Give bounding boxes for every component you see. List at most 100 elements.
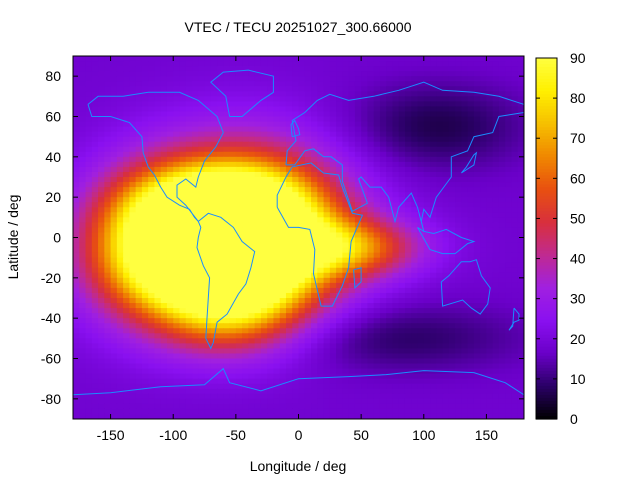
heatmap-cell	[404, 298, 412, 304]
heatmap-cell	[298, 333, 306, 339]
heatmap-cell	[329, 197, 337, 203]
heatmap-cell	[348, 298, 356, 304]
heatmap-cell	[336, 358, 343, 365]
heatmap-cell	[361, 106, 368, 113]
heatmap-cell	[229, 81, 237, 87]
heatmap-cell	[442, 343, 450, 350]
heatmap-cell	[179, 343, 187, 350]
heatmap-cell	[204, 182, 212, 188]
heatmap-cell	[480, 242, 488, 249]
heatmap-cell	[179, 111, 187, 118]
heatmap-cell	[273, 323, 281, 329]
heatmap-cell	[517, 56, 524, 62]
heatmap-cell	[192, 192, 199, 198]
heatmap-cell	[348, 197, 356, 203]
heatmap-cell	[304, 76, 312, 82]
heatmap-cell	[98, 131, 105, 138]
heatmap-cell	[198, 96, 206, 102]
heatmap-cell	[480, 313, 488, 319]
heatmap-cell	[298, 277, 306, 284]
heatmap-cell	[242, 222, 249, 229]
heatmap-cell	[273, 373, 281, 380]
heatmap-cell	[398, 136, 406, 143]
heatmap-cell	[229, 192, 237, 198]
heatmap-cell	[254, 136, 262, 143]
heatmap-cell	[173, 101, 181, 108]
heatmap-cell	[198, 398, 206, 405]
heatmap-cell	[442, 388, 450, 395]
heatmap-cell	[129, 217, 137, 223]
heatmap-cell	[198, 101, 206, 108]
heatmap-cell	[423, 298, 431, 304]
heatmap-cell	[141, 313, 149, 319]
heatmap-cell	[342, 106, 350, 113]
heatmap-cell	[141, 277, 149, 284]
heatmap-cell	[467, 277, 475, 284]
heatmap-cell	[135, 267, 143, 274]
heatmap-cell	[242, 61, 249, 67]
heatmap-cell	[417, 101, 425, 108]
heatmap-cell	[154, 308, 162, 314]
heatmap-cell	[104, 207, 112, 213]
heatmap-cell	[461, 212, 469, 218]
heatmap-cell	[398, 292, 406, 299]
heatmap-cell	[160, 197, 168, 203]
heatmap-cell	[404, 353, 412, 360]
heatmap-cell	[311, 121, 318, 128]
heatmap-cell	[260, 333, 268, 339]
heatmap-cell	[511, 91, 519, 97]
heatmap-cell	[455, 207, 462, 213]
heatmap-cell	[423, 187, 431, 193]
heatmap-cell	[235, 151, 243, 158]
heatmap-cell	[336, 318, 343, 324]
heatmap-cell	[223, 217, 231, 223]
heatmap-cell	[354, 323, 362, 329]
heatmap-cell	[192, 111, 199, 118]
heatmap-cell	[267, 212, 275, 218]
heatmap-cell	[110, 318, 118, 324]
heatmap-cell	[480, 298, 488, 304]
heatmap-cell	[148, 277, 156, 284]
heatmap-cell	[198, 61, 206, 67]
heatmap-cell	[79, 323, 87, 329]
heatmap-cell	[217, 111, 224, 118]
heatmap-cell	[204, 247, 212, 254]
heatmap-cell	[517, 328, 524, 334]
heatmap-cell	[248, 242, 256, 249]
heatmap-cell	[210, 81, 218, 87]
heatmap-cell	[79, 338, 87, 344]
heatmap-cell	[98, 182, 105, 188]
heatmap-cell	[235, 287, 243, 294]
heatmap-cell	[317, 146, 325, 153]
heatmap-cell	[298, 358, 306, 365]
heatmap-cell	[505, 177, 513, 183]
heatmap-cell	[98, 257, 105, 264]
heatmap-cell	[285, 96, 293, 102]
heatmap-cell	[467, 202, 475, 208]
heatmap-cell	[386, 272, 394, 279]
heatmap-cell	[342, 267, 350, 274]
heatmap-cell	[223, 151, 231, 158]
heatmap-cell	[217, 298, 224, 304]
heatmap-cell	[154, 358, 162, 365]
heatmap-cell	[285, 247, 293, 254]
heatmap-cell	[210, 383, 218, 390]
heatmap-cell	[486, 308, 494, 314]
heatmap-cell	[123, 343, 130, 350]
heatmap-cell	[379, 323, 387, 329]
heatmap-cell	[498, 363, 506, 370]
heatmap-cell	[361, 303, 368, 309]
heatmap-cell	[411, 272, 419, 279]
heatmap-cell	[404, 313, 412, 319]
heatmap-cell	[448, 323, 456, 329]
heatmap-cell	[430, 71, 437, 77]
heatmap-cell	[423, 373, 431, 380]
heatmap-cell	[323, 242, 331, 249]
heatmap-cell	[323, 177, 331, 183]
heatmap-cell	[185, 187, 193, 193]
heatmap-cell	[511, 237, 519, 244]
heatmap-cell	[373, 232, 381, 239]
heatmap-cell	[98, 368, 105, 375]
heatmap-cell	[85, 247, 93, 254]
heatmap-cell	[104, 272, 112, 279]
